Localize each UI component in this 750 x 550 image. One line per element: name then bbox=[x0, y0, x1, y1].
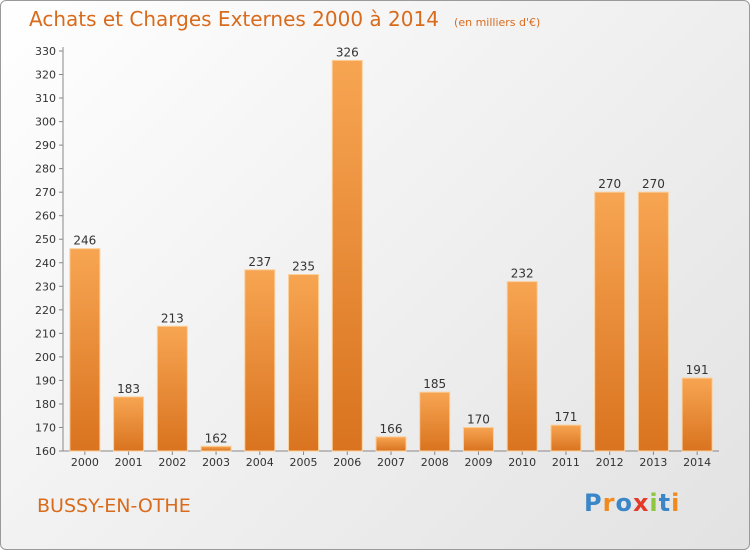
logo-letter: i bbox=[649, 489, 659, 517]
x-tick-label: 2012 bbox=[596, 456, 624, 469]
data-label: 185 bbox=[423, 377, 446, 391]
y-tick-label: 330 bbox=[35, 45, 56, 58]
bar bbox=[331, 59, 363, 452]
chart-data-labels: 246 183 213 162 237 235 326 166 185 170 232 171 270 2… bbox=[73, 45, 708, 445]
bar bbox=[244, 269, 276, 452]
y-tick-label: 270 bbox=[35, 186, 56, 199]
proxiti-logo: Proxiti bbox=[584, 489, 680, 517]
x-tick-label: 2005 bbox=[290, 456, 318, 469]
bar bbox=[288, 274, 320, 452]
y-tick-label: 170 bbox=[35, 421, 56, 434]
logo-letter: i bbox=[671, 489, 681, 517]
chart-axes: 160 170 180 190 200 210 220 230 240 250 260 270 280 2… bbox=[35, 45, 719, 469]
bar bbox=[419, 391, 451, 452]
bar bbox=[550, 424, 582, 452]
bar bbox=[462, 426, 494, 452]
y-tick-label: 310 bbox=[35, 92, 56, 105]
data-label: 235 bbox=[292, 260, 315, 274]
y-tick-label: 260 bbox=[35, 210, 56, 223]
y-tick-label: 250 bbox=[35, 233, 56, 246]
x-tick-label: 2013 bbox=[639, 456, 667, 469]
y-tick-label: 210 bbox=[35, 327, 56, 340]
x-tick-label: 2001 bbox=[115, 456, 143, 469]
chart-title: Achats et Charges Externes 2000 à 2014 bbox=[29, 7, 439, 31]
x-tick-label: 2008 bbox=[421, 456, 449, 469]
logo-letter: x bbox=[632, 489, 650, 517]
data-label: 162 bbox=[205, 431, 228, 445]
y-tick-label: 240 bbox=[35, 257, 56, 270]
y-tick-label: 160 bbox=[35, 445, 56, 458]
data-label: 232 bbox=[511, 267, 534, 281]
bar bbox=[200, 445, 232, 452]
chart-subtitle: (en milliers d'€) bbox=[454, 16, 541, 29]
y-tick-label: 300 bbox=[35, 116, 56, 129]
data-label: 166 bbox=[380, 422, 403, 436]
bar bbox=[681, 377, 713, 452]
data-label: 270 bbox=[642, 177, 665, 191]
logo-letter: t bbox=[658, 489, 672, 517]
x-tick-label: 2002 bbox=[158, 456, 186, 469]
logo-letter: P bbox=[584, 489, 603, 517]
y-tick-label: 200 bbox=[35, 351, 56, 364]
x-tick-label: 2007 bbox=[377, 456, 405, 469]
chart-title-row: Achats et Charges Externes 2000 à 2014 (… bbox=[29, 7, 540, 31]
data-label: 171 bbox=[554, 410, 577, 424]
y-tick-label: 230 bbox=[35, 280, 56, 293]
place-name: BUSSY-EN-OTHE bbox=[37, 495, 191, 517]
y-tick-label: 290 bbox=[35, 139, 56, 152]
logo-letter: o bbox=[615, 489, 633, 517]
x-tick-label: 2004 bbox=[246, 456, 274, 469]
x-tick-label: 2003 bbox=[202, 456, 230, 469]
data-label: 183 bbox=[117, 382, 140, 396]
x-tick-label: 2000 bbox=[71, 456, 99, 469]
data-label: 270 bbox=[598, 177, 621, 191]
data-label: 246 bbox=[73, 234, 96, 248]
bar bbox=[594, 191, 626, 452]
data-label: 213 bbox=[161, 311, 184, 325]
chart-bars bbox=[69, 59, 713, 452]
y-tick-label: 280 bbox=[35, 163, 56, 176]
x-tick-label: 2009 bbox=[464, 456, 492, 469]
y-tick-label: 180 bbox=[35, 398, 56, 411]
logo-letter: r bbox=[602, 489, 616, 517]
x-tick-label: 2010 bbox=[508, 456, 536, 469]
bar bbox=[156, 325, 188, 452]
bar bbox=[637, 191, 669, 452]
data-label: 170 bbox=[467, 412, 490, 426]
y-tick-label: 190 bbox=[35, 374, 56, 387]
bar bbox=[506, 281, 538, 452]
x-tick-label: 2011 bbox=[552, 456, 580, 469]
data-label: 191 bbox=[686, 363, 709, 377]
bar bbox=[375, 436, 407, 452]
bar bbox=[113, 396, 145, 452]
x-tick-label: 2006 bbox=[333, 456, 361, 469]
bar bbox=[69, 248, 101, 452]
y-tick-label: 220 bbox=[35, 304, 56, 317]
data-label: 326 bbox=[336, 45, 359, 59]
data-label: 237 bbox=[248, 255, 271, 269]
x-tick-label: 2014 bbox=[683, 456, 711, 469]
y-tick-label: 320 bbox=[35, 69, 56, 82]
